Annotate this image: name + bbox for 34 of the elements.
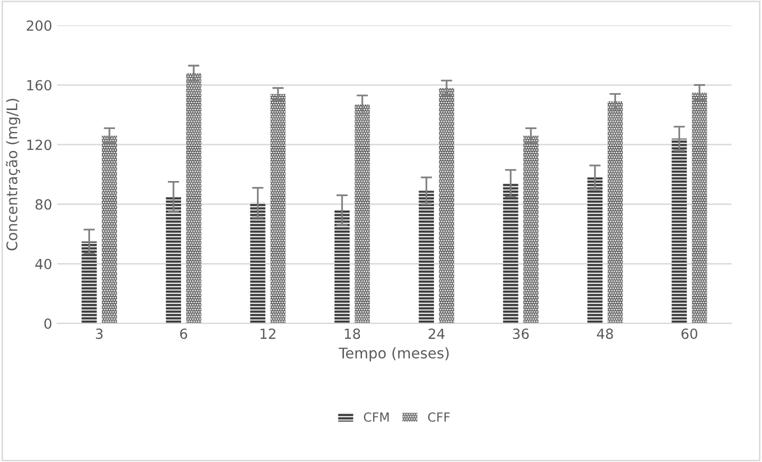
y-tick-label: 0 — [44, 318, 52, 329]
bar — [270, 94, 286, 324]
x-tick-label: 48 — [596, 328, 613, 340]
x-tick-label: 60 — [682, 328, 698, 340]
bar — [672, 138, 687, 324]
bar — [354, 104, 370, 324]
bar — [692, 92, 708, 324]
bar — [608, 101, 623, 324]
bar — [82, 241, 97, 324]
bar — [334, 210, 350, 324]
x-tick-label: 18 — [344, 328, 360, 340]
bar — [503, 183, 518, 324]
bar — [523, 136, 538, 324]
bar — [439, 88, 454, 324]
bar — [418, 190, 434, 324]
bar — [102, 136, 117, 324]
x-tick-label: 3 — [96, 328, 103, 340]
legend-label: CFM — [364, 412, 389, 422]
y-axis-title: Concentração (mg/L) — [6, 98, 20, 250]
x-tick-label: 12 — [260, 328, 276, 339]
bar — [186, 73, 202, 324]
bar — [587, 177, 603, 324]
x-axis-title: Tempo (meses) — [338, 347, 449, 362]
bar — [166, 196, 182, 324]
x-tick-label: 36 — [513, 328, 529, 340]
legend-label: CFF — [428, 412, 450, 422]
y-tick-label: 160 — [27, 80, 52, 90]
x-tick-label: 6 — [180, 328, 188, 340]
y-tick-label: 120 — [27, 140, 52, 150]
y-tick-label: 200 — [26, 20, 52, 31]
bar — [250, 202, 266, 324]
y-tick-label: 80 — [36, 199, 52, 210]
x-tick-label: 24 — [428, 328, 445, 339]
y-tick-label: 40 — [35, 258, 52, 270]
